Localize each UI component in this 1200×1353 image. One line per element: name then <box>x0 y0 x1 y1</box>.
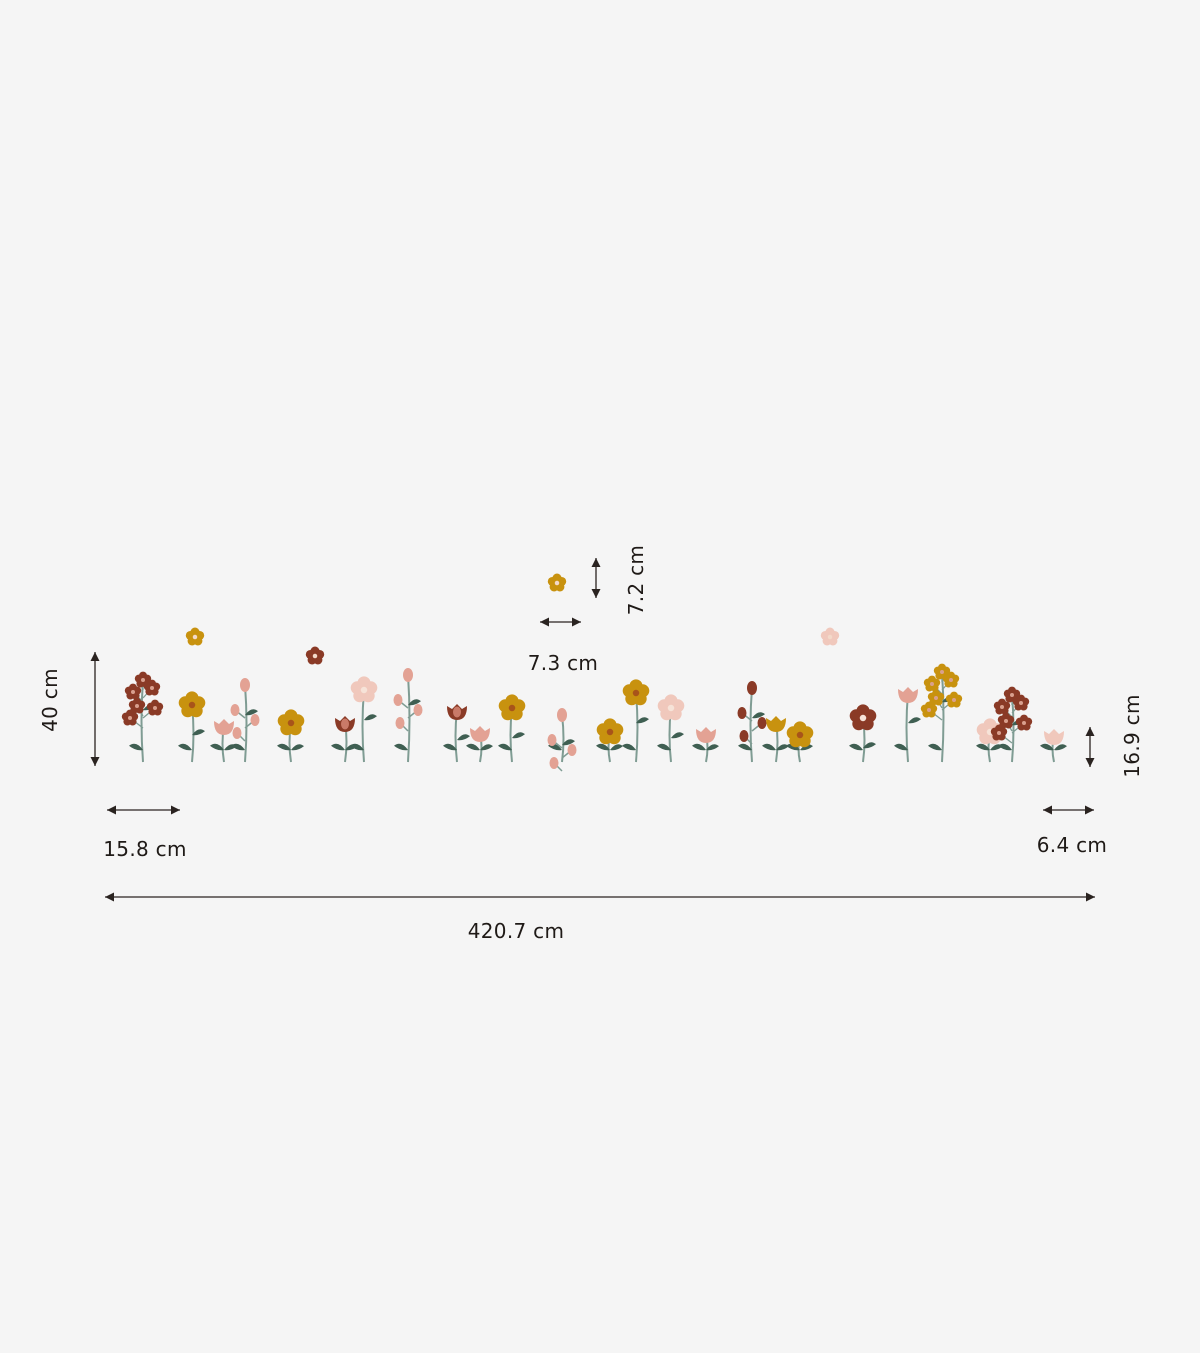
floating-flower <box>820 627 840 646</box>
flower <box>596 718 624 763</box>
flower <box>692 727 719 763</box>
flower <box>393 668 423 763</box>
small-flower-width-label: 7.3 cm <box>527 651 599 675</box>
small-flower-width-arrow <box>540 617 581 627</box>
flower <box>498 694 526 763</box>
total-width-arrow <box>105 892 1095 902</box>
flower <box>466 726 493 763</box>
total-width-label: 420.7 cm <box>467 919 565 943</box>
flower <box>277 709 305 763</box>
last-flower-width-arrow <box>1043 805 1094 815</box>
flower <box>230 678 260 763</box>
flower <box>786 721 814 763</box>
total-height-arrow <box>90 652 100 766</box>
flower <box>762 716 789 763</box>
flower <box>849 704 877 763</box>
floating-flower <box>547 573 567 592</box>
flower <box>1040 729 1067 763</box>
first-flower-width-label: 15.8 cm <box>103 837 187 861</box>
flower <box>443 704 470 763</box>
flower <box>657 694 685 763</box>
last-flower-width-label: 6.4 cm <box>1036 833 1108 857</box>
small-flower-height-label: 7.2 cm <box>624 544 648 616</box>
last-flower-height-label: 16.9 cm <box>1120 694 1144 778</box>
flower <box>737 681 767 763</box>
total-height-label: 40 cm <box>38 668 62 732</box>
flower <box>920 663 963 763</box>
flower <box>622 679 650 763</box>
flower <box>331 716 358 763</box>
flower <box>178 691 206 763</box>
flower <box>210 719 237 763</box>
flower <box>547 708 577 772</box>
first-flower-width-arrow <box>107 805 180 815</box>
flower <box>990 686 1033 763</box>
flower <box>350 676 378 763</box>
last-flower-height-arrow <box>1085 727 1095 767</box>
floating-flower <box>185 627 205 646</box>
flower <box>894 687 921 763</box>
floating-flower <box>305 646 325 665</box>
flower <box>121 671 164 763</box>
small-flower-height-arrow <box>591 558 601 598</box>
